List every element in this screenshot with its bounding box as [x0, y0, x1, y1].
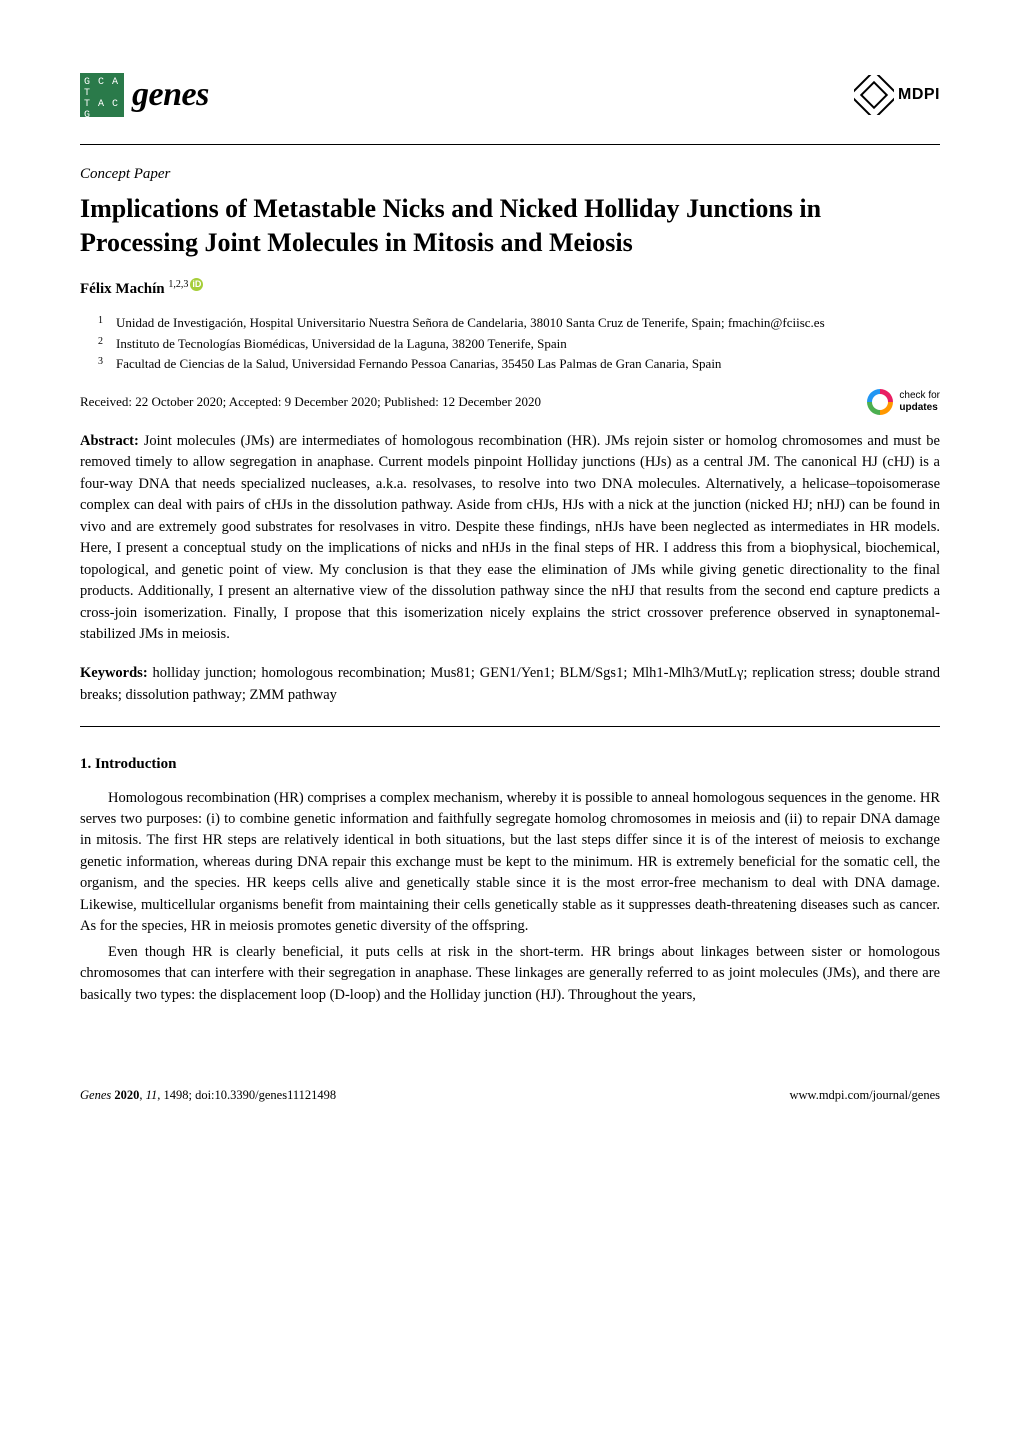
footer-volume: 11: [146, 1088, 158, 1102]
section-title: Introduction: [95, 756, 176, 772]
publisher-logo: MDPI: [854, 75, 940, 115]
affiliation: 3 Facultad de Ciencias de la Salud, Univ…: [116, 355, 940, 373]
keywords: Keywords: holliday junction; homologous …: [80, 663, 940, 706]
footer-doi: doi:10.3390/genes11121498: [195, 1088, 336, 1102]
page-header: G C A TT A C GG C A T genes MDPI: [80, 70, 940, 120]
page-footer: Genes 2020, 11, 1498; doi:10.3390/genes1…: [80, 1086, 940, 1105]
header-rule: [80, 144, 940, 145]
footer-journal-abbrev: Genes: [80, 1088, 111, 1102]
affiliation-number: 3: [98, 355, 116, 373]
check-for-updates-icon: [867, 389, 893, 415]
article-type: Concept Paper: [80, 163, 940, 185]
section-heading: 1. Introduction: [80, 753, 940, 775]
affiliation-text: Unidad de Investigación, Hospital Univer…: [116, 314, 825, 332]
orcid-icon[interactable]: iD: [190, 278, 203, 291]
affiliation: 2 Instituto de Tecnologías Biomédicas, U…: [116, 335, 940, 353]
affiliation: 1 Unidad de Investigación, Hospital Univ…: [116, 314, 940, 332]
journal-name: genes: [132, 70, 209, 120]
affiliation-text: Instituto de Tecnologías Biomédicas, Uni…: [116, 335, 567, 353]
authors: Félix Machín 1,2,3iD: [80, 278, 940, 300]
keywords-text: holliday junction; homologous recombinat…: [80, 665, 940, 702]
publication-dates: Received: 22 October 2020; Accepted: 9 D…: [80, 392, 541, 411]
section-number: 1.: [80, 756, 91, 772]
check-for-updates-button[interactable]: check for updates: [867, 389, 940, 415]
dates-row: Received: 22 October 2020; Accepted: 9 D…: [80, 389, 940, 415]
body-paragraph: Even though HR is clearly beneficial, it…: [80, 942, 940, 1006]
affiliations: 1 Unidad de Investigación, Hospital Univ…: [80, 314, 940, 373]
keywords-rule: [80, 726, 940, 727]
keywords-label: Keywords:: [80, 665, 148, 681]
journal-logo: G C A TT A C GG C A T genes: [80, 70, 209, 120]
footer-url-text: www.mdpi.com/journal/genes: [789, 1088, 940, 1102]
author-name: Félix Machín: [80, 281, 165, 297]
article-title: Implications of Metastable Nicks and Nic…: [80, 192, 940, 261]
affiliation-number: 2: [98, 335, 116, 353]
abstract-label: Abstract:: [80, 433, 139, 449]
author-affil-refs: 1,2,3: [168, 279, 188, 290]
footer-url[interactable]: www.mdpi.com/journal/genes: [789, 1086, 940, 1105]
check-for-updates-label: check for updates: [899, 390, 940, 413]
check-for-updates-line1: check for: [899, 390, 940, 402]
mdpi-icon: [854, 75, 894, 115]
footer-article-no: 1498: [163, 1088, 188, 1102]
body-paragraph: Homologous recombination (HR) comprises …: [80, 788, 940, 938]
affiliation-text: Facultad de Ciencias de la Salud, Univer…: [116, 355, 721, 373]
affiliation-number: 1: [98, 314, 116, 332]
journal-logo-icon: G C A TT A C GG C A T: [80, 73, 124, 117]
publisher-name: MDPI: [898, 83, 940, 107]
footer-citation: Genes 2020, 11, 1498; doi:10.3390/genes1…: [80, 1086, 336, 1105]
abstract-text: Joint molecules (JMs) are intermediates …: [80, 433, 940, 642]
abstract: Abstract: Joint molecules (JMs) are inte…: [80, 431, 940, 646]
check-for-updates-line2: updates: [899, 402, 940, 414]
footer-year: 2020: [114, 1088, 139, 1102]
